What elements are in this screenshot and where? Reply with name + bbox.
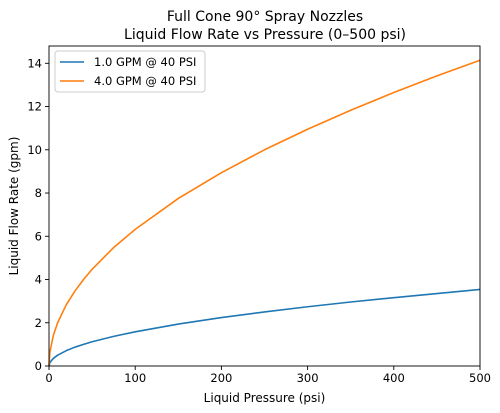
- y-axis-label: Liquid Flow Rate (gpm): [7, 137, 21, 276]
- y-tick-label: 0: [35, 359, 42, 373]
- plot-frame: [48, 45, 481, 367]
- x-tick-label: 0: [45, 371, 52, 385]
- y-tick-label: 2: [35, 316, 42, 330]
- y-axis-ticks: 0 2 4 6 8 10 12 14: [27, 56, 49, 373]
- y-tick-label: 6: [35, 229, 42, 243]
- y-tick-label: 10: [27, 143, 42, 157]
- x-tick-label: 200: [210, 371, 232, 385]
- series-line-2: [48, 59, 481, 367]
- x-axis-ticks: 0 100 200 300 400 500: [45, 366, 491, 385]
- x-tick-label: 500: [469, 371, 491, 385]
- plot-lines: [48, 59, 481, 367]
- legend-label-series-2: 4.0 GPM @ 40 PSI: [94, 74, 196, 88]
- x-tick-label: 100: [124, 371, 146, 385]
- legend-box: [54, 50, 206, 93]
- y-tick-label: 4: [35, 273, 42, 287]
- series-line-1: [48, 288, 481, 367]
- x-tick-label: 400: [383, 371, 405, 385]
- legend-label-series-1: 1.0 GPM @ 40 PSI: [94, 55, 196, 69]
- y-tick-label: 8: [35, 186, 42, 200]
- x-axis-label: Liquid Pressure (psi): [204, 391, 326, 405]
- legend: 1.0 GPM @ 40 PSI 4.0 GPM @ 40 PSI: [54, 50, 206, 93]
- chart-subtitle: Liquid Flow Rate vs Pressure (0–500 psi): [124, 27, 406, 43]
- x-tick-label: 300: [297, 371, 319, 385]
- chart-title: Full Cone 90° Spray Nozzles: [167, 9, 363, 25]
- y-tick-label: 12: [27, 100, 42, 114]
- y-tick-label: 14: [27, 56, 42, 70]
